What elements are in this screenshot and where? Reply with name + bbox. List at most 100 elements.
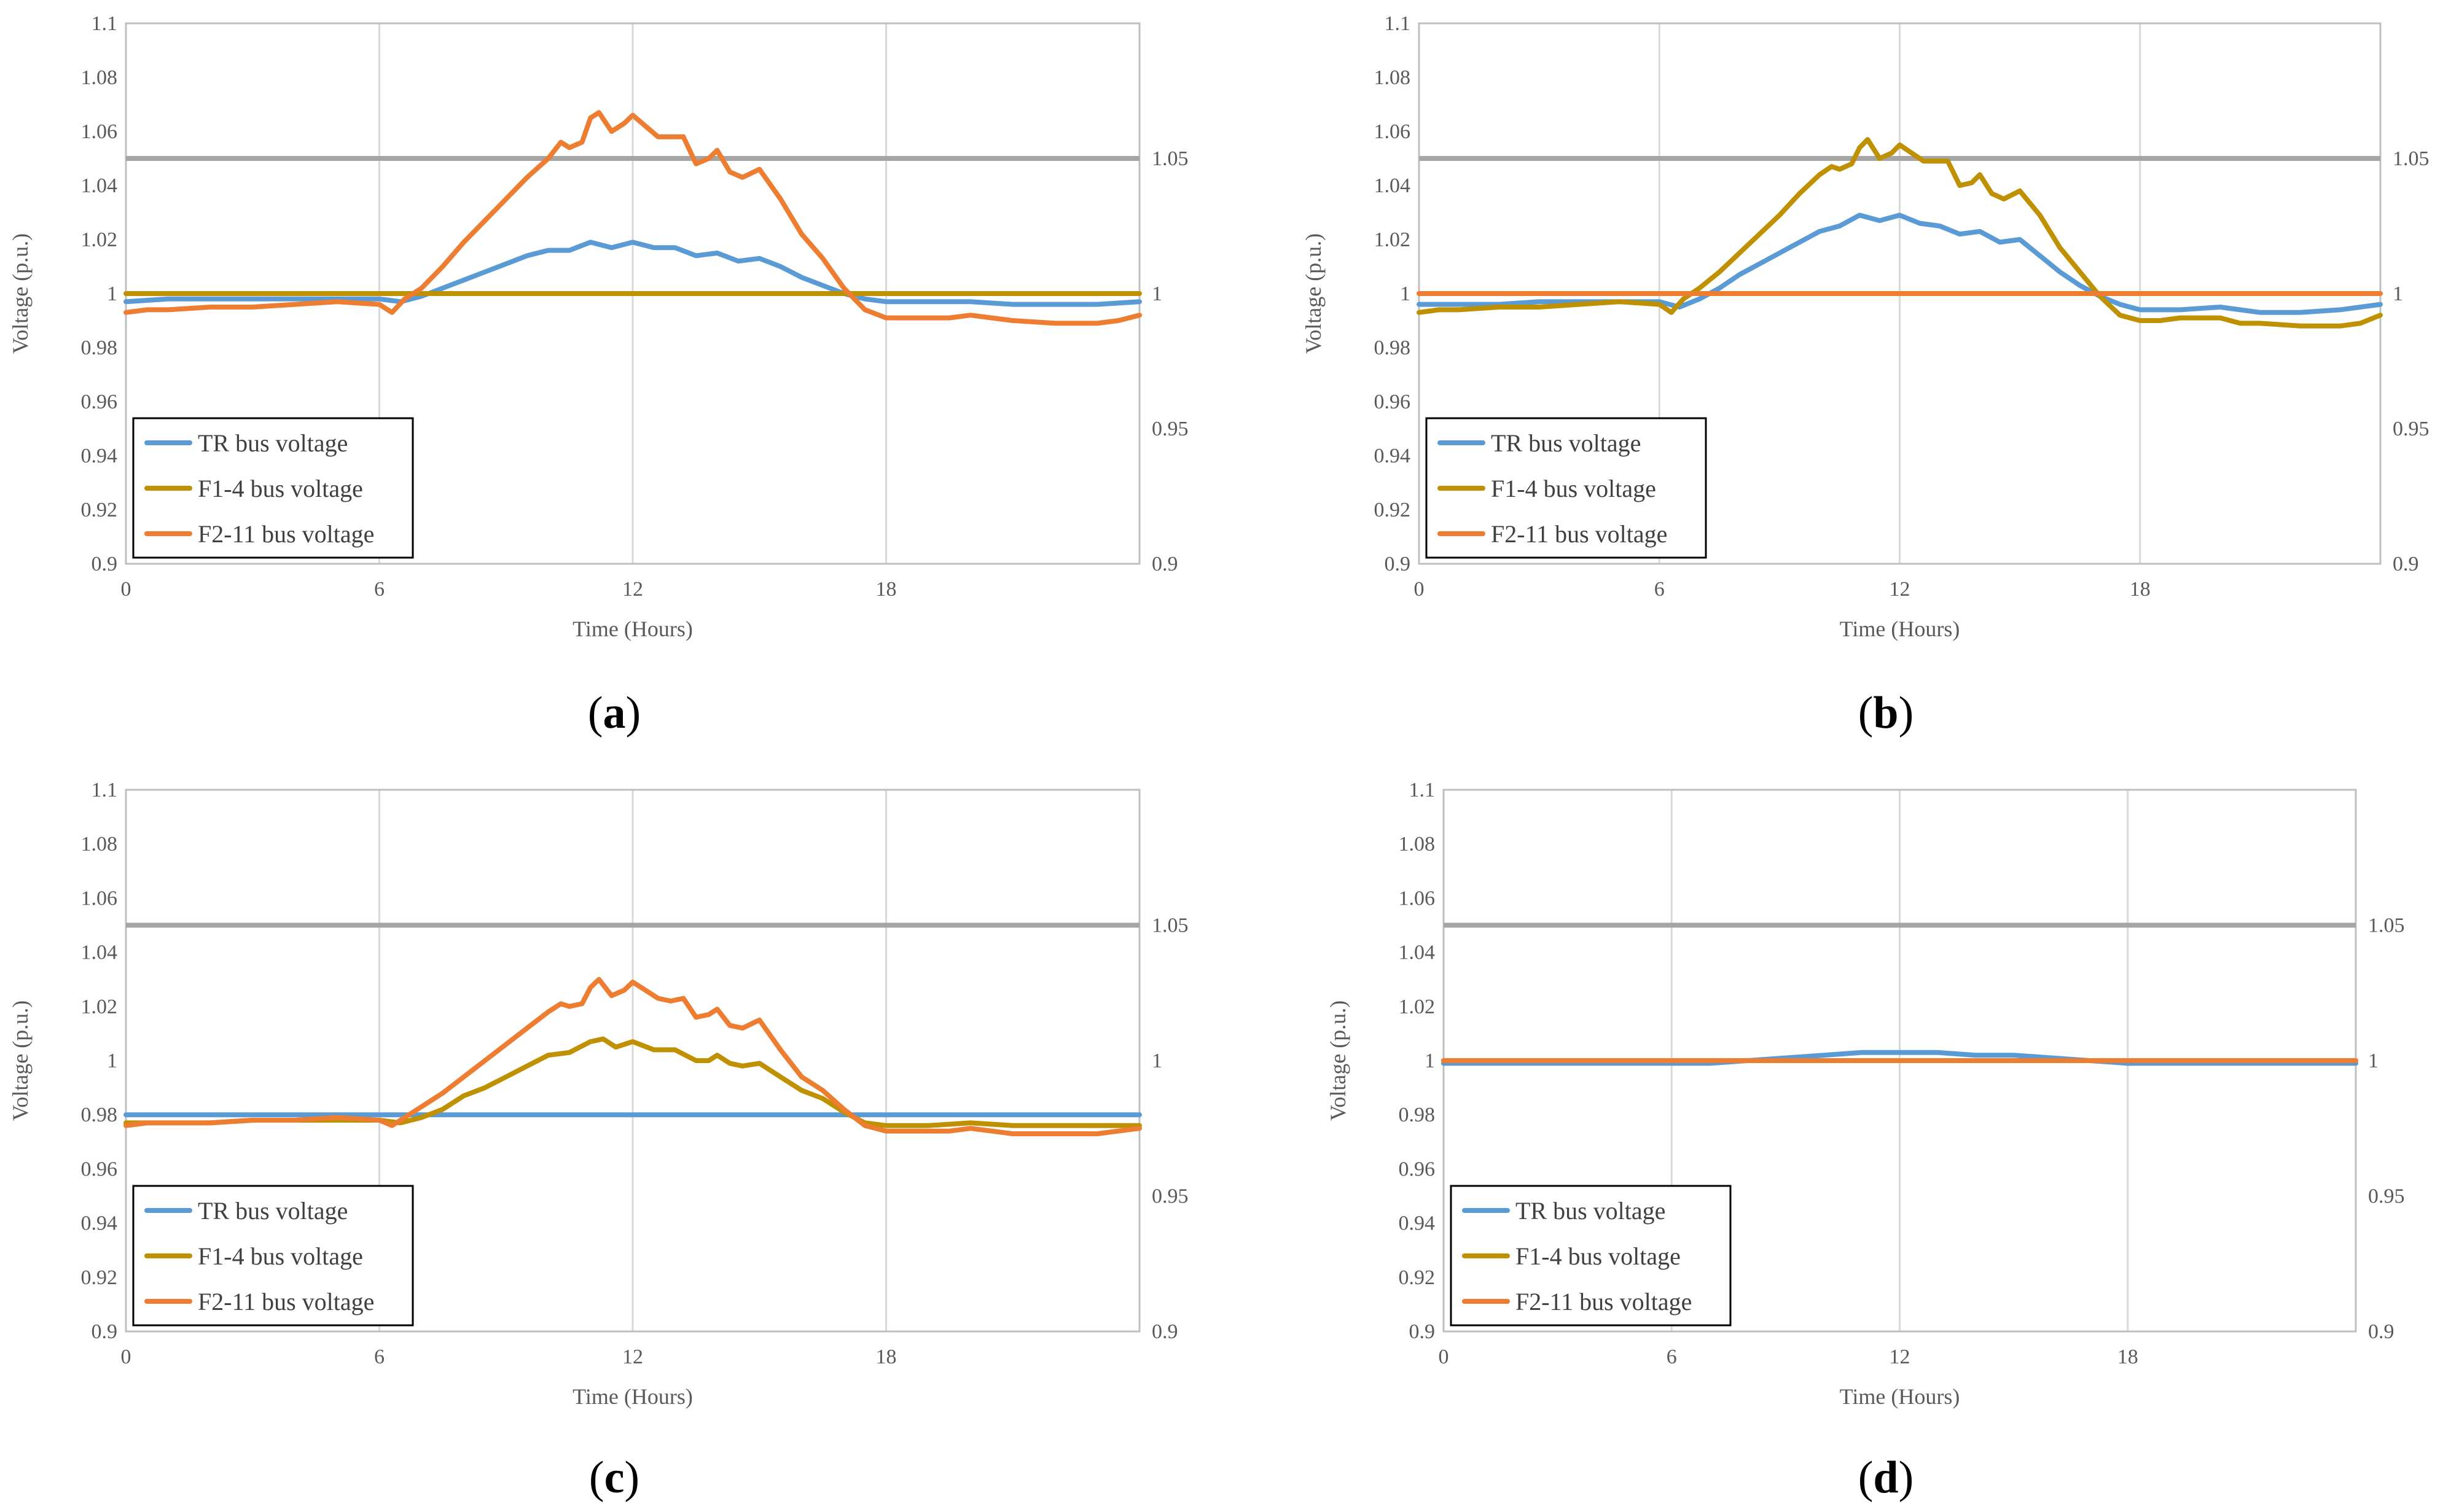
y-axis-title: Voltage (p.u.) bbox=[8, 1000, 33, 1121]
y-tick-label: 0.92 bbox=[81, 499, 118, 521]
caption-close: ) bbox=[624, 1452, 639, 1503]
x-tick-label: 18 bbox=[2130, 578, 2151, 601]
series-line-tr-bus-voltage bbox=[1417, 212, 2383, 315]
y2-tick-label: 1 bbox=[2368, 1050, 2379, 1072]
y-tick-label: 0.96 bbox=[1399, 1158, 1436, 1180]
y-tick-label: 1 bbox=[107, 283, 117, 305]
y-tick-label: 0.92 bbox=[81, 1266, 118, 1289]
x-tick-label: 0 bbox=[1439, 1346, 1449, 1368]
caption-close: ) bbox=[1899, 688, 1914, 738]
y-tick-label: 1 bbox=[1400, 283, 1410, 305]
chart-panel-c: 0.90.920.940.960.9811.021.041.061.081.10… bbox=[8, 779, 1189, 1503]
y-tick-label: 0.92 bbox=[1399, 1266, 1436, 1289]
y-tick-label: 1.06 bbox=[1374, 120, 1411, 143]
x-tick-label: 6 bbox=[374, 1346, 385, 1368]
legend-label: F1-4 bus voltage bbox=[198, 1242, 363, 1270]
caption-open: ( bbox=[1858, 1452, 1874, 1503]
series-line-f1-4-bus-voltage bbox=[123, 1036, 1142, 1128]
y2-tick-label: 0.95 bbox=[2393, 418, 2430, 440]
legend-label: F2-11 bus voltage bbox=[198, 1288, 374, 1315]
caption-open: ( bbox=[1858, 688, 1874, 738]
caption-letter: d bbox=[1873, 1452, 1898, 1503]
y-tick-label: 1.06 bbox=[81, 887, 118, 910]
series-line-tr-bus-voltage bbox=[1441, 1050, 2358, 1066]
y2-tick-label: 1.05 bbox=[2368, 914, 2405, 937]
y-tick-label: 0.98 bbox=[81, 337, 118, 359]
legend-label: F2-11 bus voltage bbox=[198, 520, 374, 548]
panel-caption: (a) bbox=[588, 688, 641, 738]
y-tick-label: 1.06 bbox=[1399, 887, 1436, 910]
y-tick-label: 1.08 bbox=[1374, 66, 1411, 89]
y-tick-label: 1.04 bbox=[81, 174, 118, 197]
y2-tick-label: 1.05 bbox=[1152, 914, 1189, 937]
caption-open: ( bbox=[588, 688, 603, 738]
y2-tick-label: 0.9 bbox=[2368, 1320, 2394, 1343]
caption-letter: a bbox=[603, 688, 626, 738]
y-tick-label: 0.94 bbox=[81, 1212, 118, 1235]
caption-letter: b bbox=[1873, 688, 1898, 738]
y-tick-label: 0.94 bbox=[1399, 1212, 1436, 1235]
legend: TR bus voltage F1-4 bus voltage F2-11 bus … bbox=[132, 417, 414, 559]
legend-label: TR bus voltage bbox=[1515, 1197, 1665, 1225]
caption-close: ) bbox=[626, 688, 641, 738]
chart-panel-a: 0.90.920.940.960.9811.021.041.061.081.10… bbox=[8, 12, 1189, 738]
y-axis-title: Voltage (p.u.) bbox=[8, 233, 33, 354]
legend-label: TR bus voltage bbox=[198, 429, 348, 457]
y2-tick-label: 1 bbox=[2393, 283, 2403, 305]
y-tick-label: 0.98 bbox=[81, 1104, 118, 1126]
legend-label: TR bus voltage bbox=[198, 1197, 348, 1225]
y-tick-label: 1.02 bbox=[81, 228, 118, 251]
y-tick-label: 1.1 bbox=[1385, 12, 1411, 35]
plot-frame bbox=[125, 789, 1141, 1333]
y-tick-label: 1.04 bbox=[1399, 941, 1436, 964]
legend-label: TR bus voltage bbox=[1491, 429, 1641, 457]
series-line-f2-11-bus-voltage bbox=[123, 976, 1142, 1137]
x-tick-label: 18 bbox=[2117, 1346, 2138, 1368]
y-tick-label: 1 bbox=[1425, 1050, 1435, 1072]
y-tick-label: 0.9 bbox=[92, 553, 118, 575]
y-tick-label: 1 bbox=[107, 1050, 117, 1072]
y2-tick-label: 1 bbox=[1152, 283, 1162, 305]
y-axis-title: Voltage (p.u.) bbox=[1326, 1000, 1350, 1121]
x-tick-label: 0 bbox=[121, 1346, 131, 1368]
y-tick-label: 1.08 bbox=[81, 833, 118, 855]
legend-label: F2-11 bus voltage bbox=[1515, 1288, 1692, 1315]
x-tick-label: 6 bbox=[1654, 578, 1665, 601]
caption-letter: c bbox=[604, 1452, 625, 1503]
x-tick-label: 12 bbox=[1890, 1346, 1910, 1368]
y-tick-label: 1.02 bbox=[1399, 996, 1436, 1018]
x-axis-title: Time (Hours) bbox=[573, 617, 693, 641]
x-tick-label: 6 bbox=[1667, 1346, 1677, 1368]
y-tick-label: 0.92 bbox=[1374, 499, 1411, 521]
y-tick-label: 0.9 bbox=[1385, 553, 1411, 575]
legend-label: F2-11 bus voltage bbox=[1491, 520, 1667, 548]
y-tick-label: 1.1 bbox=[1409, 779, 1436, 801]
y-tick-label: 0.9 bbox=[1409, 1320, 1436, 1343]
chart-panel-b: 0.90.920.940.960.9811.021.041.061.081.10… bbox=[1301, 12, 2430, 738]
legend: TR bus voltage F1-4 bus voltage F2-11 bus … bbox=[132, 1185, 414, 1327]
x-tick-label: 12 bbox=[1890, 578, 1910, 601]
y-tick-label: 0.94 bbox=[81, 445, 118, 467]
y-tick-label: 1.02 bbox=[81, 996, 118, 1018]
y2-tick-label: 1 bbox=[1152, 1050, 1162, 1072]
y-tick-label: 0.96 bbox=[81, 1158, 118, 1180]
x-tick-label: 18 bbox=[876, 578, 897, 601]
series-line-f2-11-bus-voltage bbox=[123, 110, 1142, 326]
y-axis-title: Voltage (p.u.) bbox=[1301, 233, 1326, 354]
x-tick-label: 18 bbox=[876, 1346, 897, 1368]
caption-close: ) bbox=[1899, 1452, 1914, 1503]
caption-open: ( bbox=[589, 1452, 604, 1503]
x-axis-title: Time (Hours) bbox=[1840, 617, 1960, 641]
y-tick-label: 1.1 bbox=[92, 12, 118, 35]
y-tick-label: 0.98 bbox=[1399, 1104, 1436, 1126]
y-tick-label: 0.96 bbox=[81, 391, 118, 413]
y-tick-label: 1.08 bbox=[81, 66, 118, 89]
y-tick-label: 1.04 bbox=[1374, 174, 1411, 197]
panel-caption: (c) bbox=[589, 1452, 639, 1503]
series-line-f1-4-bus-voltage bbox=[1417, 137, 2383, 329]
y-tick-label: 1.08 bbox=[1399, 833, 1436, 855]
y2-tick-label: 0.9 bbox=[2393, 553, 2419, 575]
legend: TR bus voltage F1-4 bus voltage F2-11 bus … bbox=[1425, 417, 1707, 559]
y2-tick-label: 1.05 bbox=[1152, 147, 1189, 170]
